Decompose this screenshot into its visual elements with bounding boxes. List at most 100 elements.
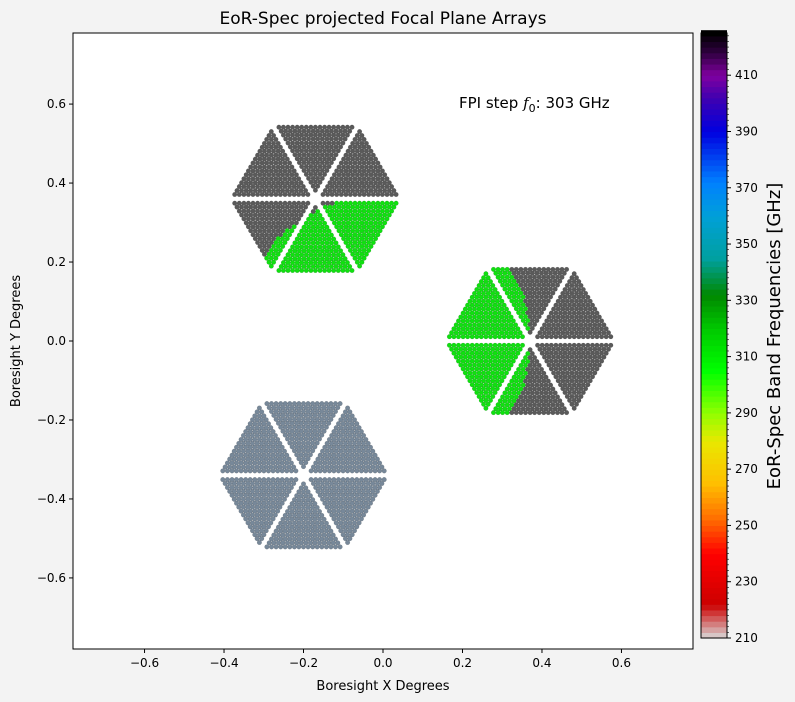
detector-dot	[271, 188, 277, 194]
y-tick-label: −0.6	[37, 571, 66, 585]
detector-dot	[283, 136, 289, 142]
detector-dot	[307, 436, 313, 442]
detector-dot	[349, 413, 355, 419]
detector-dot	[273, 255, 279, 261]
detector-dot	[596, 362, 602, 368]
detector-dot	[238, 508, 244, 514]
detector-dot	[460, 334, 466, 340]
y-tick-label: 0.6	[47, 97, 66, 111]
detector-dot	[286, 488, 292, 494]
colorbar-segment	[701, 120, 727, 127]
detector-dot	[460, 310, 466, 316]
detector-dot	[275, 508, 281, 514]
detector-dot	[287, 440, 293, 446]
detector-dot	[266, 228, 272, 234]
detector-dot	[567, 397, 573, 403]
x-tick-label: 0.6	[612, 656, 631, 670]
detector-dot	[365, 504, 371, 510]
detector-dot	[377, 485, 383, 491]
detector-dot	[551, 314, 557, 320]
detector-dot	[532, 378, 538, 384]
colorbar-segment	[701, 609, 727, 617]
colorbar-segment	[701, 322, 727, 330]
colorbar-tick-label: 370	[735, 181, 758, 195]
detector-dot	[271, 172, 277, 178]
detector-dot	[515, 350, 521, 356]
detector-dot	[317, 428, 323, 434]
detector-dot	[268, 129, 274, 135]
colorbar-tick-label: 410	[735, 68, 758, 82]
detector-dot	[285, 412, 291, 418]
detector-dot	[266, 204, 272, 210]
detector-dot	[357, 129, 363, 135]
detector-dot	[317, 171, 323, 177]
detector-dot	[460, 358, 466, 364]
detector-dot	[534, 270, 540, 276]
detector-dot	[559, 402, 565, 408]
detector-dot	[273, 191, 279, 197]
detector-dot	[606, 330, 612, 336]
detector-dot	[534, 278, 540, 284]
detector-dot	[363, 251, 369, 257]
detector-dot	[485, 378, 491, 384]
detector-dot	[564, 378, 570, 384]
detector-dot	[333, 128, 339, 134]
colorbar-segment	[701, 356, 727, 363]
detector-dot	[326, 420, 332, 426]
detector-dot	[345, 405, 351, 411]
detector-dot	[266, 405, 272, 411]
detector-dot	[291, 424, 297, 430]
detector-dot	[314, 544, 320, 550]
detector-dot	[504, 322, 510, 328]
detector-dot	[269, 544, 275, 550]
detector-dot	[384, 176, 390, 182]
detector-dot	[317, 124, 323, 130]
detector-dot	[222, 481, 228, 487]
colorbar-segment	[701, 165, 727, 172]
detector-dot	[580, 287, 586, 293]
detector-dot	[583, 386, 589, 392]
detector-dot	[272, 496, 278, 502]
detector-dot	[299, 164, 305, 170]
detector-dot	[322, 148, 328, 154]
detector-dot	[469, 294, 475, 300]
detector-dot	[499, 346, 505, 352]
detector-dot	[483, 302, 489, 308]
detector-dot	[532, 370, 538, 376]
detector-dot	[333, 401, 339, 407]
detector-dot	[220, 477, 226, 483]
detector-dot	[288, 477, 294, 483]
detector-dot	[326, 124, 332, 130]
detector-dot	[322, 268, 328, 274]
detector-dot	[326, 524, 332, 530]
detector-dot	[550, 266, 556, 272]
colorbar-segment	[701, 125, 727, 133]
detector-dot	[289, 180, 295, 186]
detector-dot	[583, 346, 589, 352]
detector-dot	[259, 504, 265, 510]
detector-dot	[296, 456, 302, 462]
detector-dot	[567, 310, 573, 316]
detector-dot	[564, 394, 570, 400]
detector-dot	[317, 405, 323, 411]
detector-dot	[303, 171, 309, 177]
detector-dot	[525, 325, 531, 331]
detector-dot	[567, 318, 573, 324]
detector-dot	[298, 188, 304, 194]
detector-dot	[266, 444, 272, 450]
detector-dot	[273, 152, 279, 158]
detector-dot	[282, 456, 288, 462]
detector-dot	[590, 374, 596, 380]
detector-dot	[536, 266, 542, 272]
detector-dot	[275, 460, 281, 466]
detector-dot	[266, 452, 272, 458]
detector-dot	[502, 278, 508, 284]
detector-dot	[370, 448, 376, 454]
detector-dot	[266, 524, 272, 530]
detector-dot	[349, 124, 355, 130]
detector-dot	[492, 358, 498, 364]
detector-dot	[276, 124, 282, 130]
detector-dot	[354, 421, 360, 427]
detector-dot	[243, 516, 249, 522]
colorbar-segment	[701, 480, 727, 487]
